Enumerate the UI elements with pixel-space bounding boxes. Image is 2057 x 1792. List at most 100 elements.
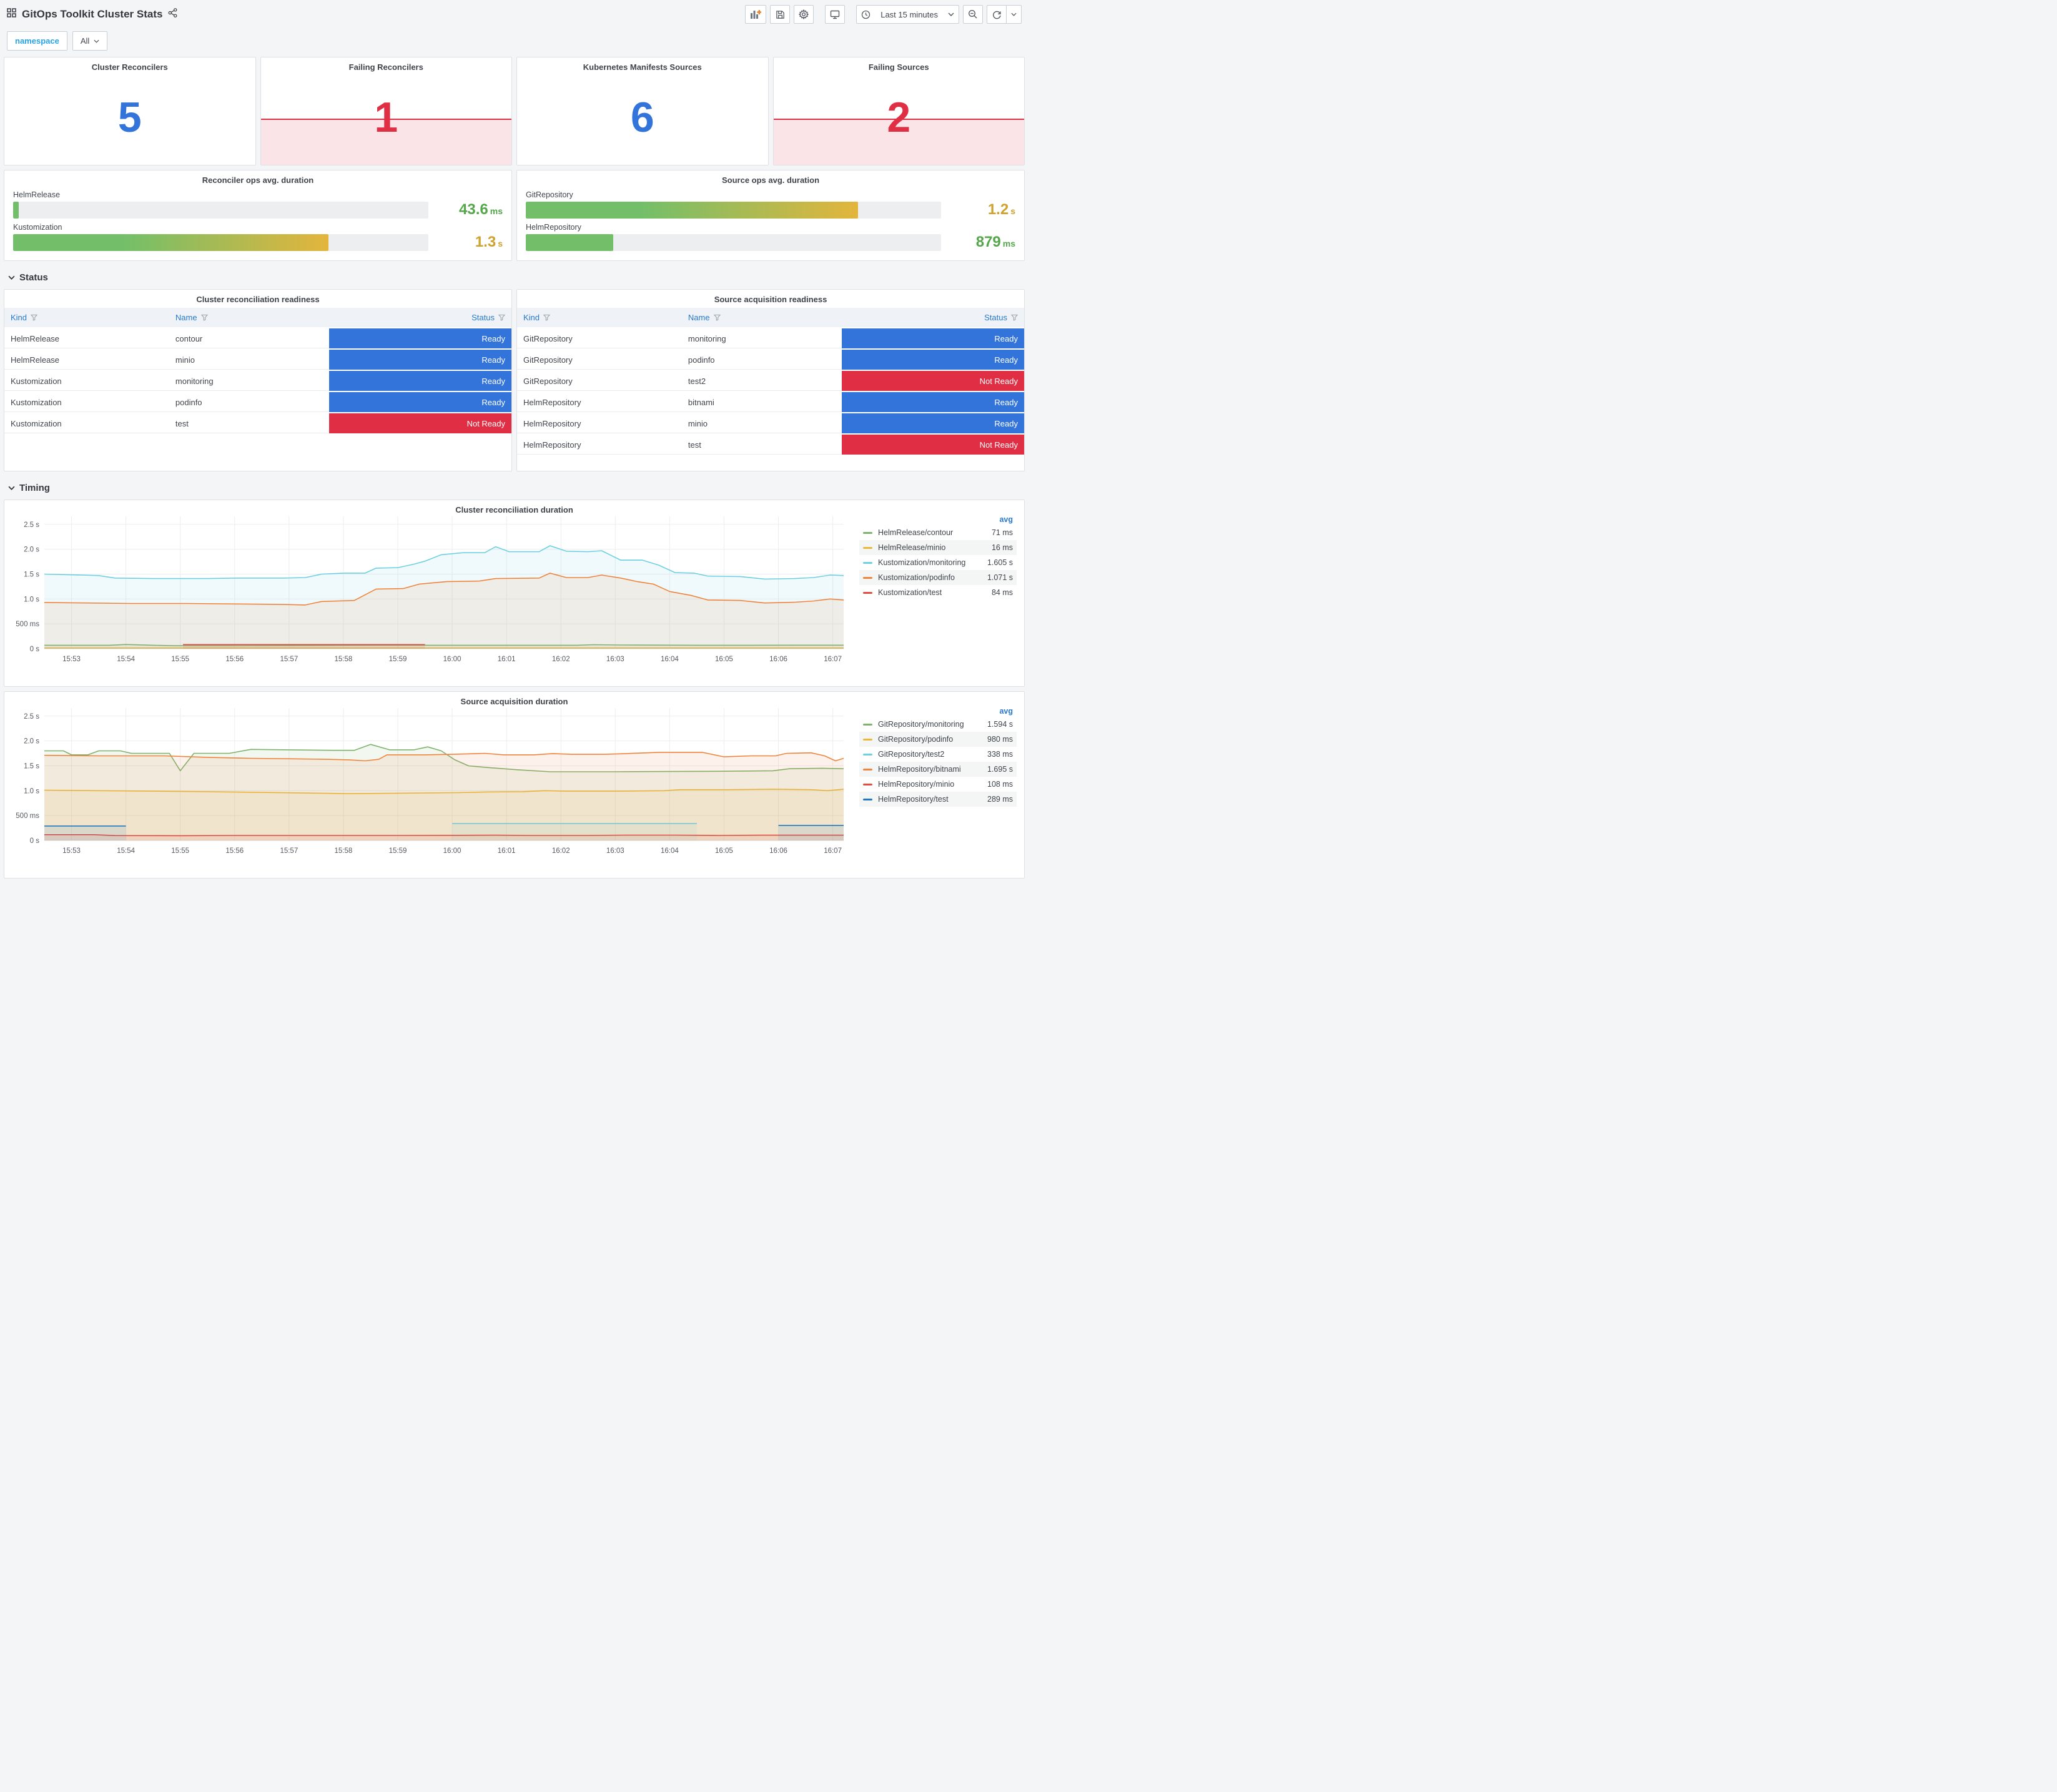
svg-text:16:03: 16:03	[606, 847, 624, 855]
time-range-picker[interactable]: Last 15 minutes	[856, 5, 959, 24]
status-badge: Not Ready	[841, 434, 1024, 456]
svg-text:1.0 s: 1.0 s	[24, 596, 39, 603]
stat-alert-area	[260, 119, 511, 165]
legend-item[interactable]: Kustomization/monitoring 1.605 s	[859, 555, 1017, 570]
svg-text:16:07: 16:07	[824, 847, 842, 855]
save-dashboard-button[interactable]	[770, 5, 791, 24]
svg-text:15:54: 15:54	[117, 656, 135, 663]
legend-item[interactable]: HelmRepository/bitnami 1.695 s	[859, 762, 1017, 777]
gauge-value: 879 ms	[950, 234, 1015, 251]
legend-series-name: HelmRepository/minio	[878, 780, 955, 789]
filter-funnel-icon	[498, 314, 505, 321]
legend-series-name: GitRepository/podinfo	[878, 735, 954, 744]
legend-item[interactable]: GitRepository/podinfo 980 ms	[859, 732, 1017, 747]
column-header-status[interactable]: Status	[471, 313, 505, 322]
svg-text:0 s: 0 s	[30, 646, 40, 653]
chart-plot: 15:53 15:54 15:55 15:56 15:57 15:58 15:59 16:00…	[8, 516, 852, 673]
column-header-name[interactable]: Name	[688, 313, 721, 322]
legend-item[interactable]: HelmRelease/contour 71 ms	[859, 525, 1017, 540]
stat-panel-title: Failing Sources	[868, 62, 929, 72]
legend-item[interactable]: HelmRepository/test 289 ms	[859, 792, 1017, 807]
stat-alert-area	[773, 119, 1024, 165]
svg-text:2.0 s: 2.0 s	[24, 546, 39, 554]
legend-item[interactable]: GitRepository/monitoring 1.594 s	[859, 717, 1017, 732]
gauge-label: Kustomization	[13, 223, 62, 232]
column-header-label: Status	[471, 313, 495, 322]
top-bar: GitOps Toolkit Cluster Stats	[3, 0, 1025, 29]
svg-text:2.0 s: 2.0 s	[24, 738, 39, 746]
gauge-track	[526, 234, 941, 251]
svg-text:15:57: 15:57	[280, 847, 298, 855]
legend-series-avg: 71 ms	[991, 528, 1013, 537]
chevron-down-icon	[948, 12, 954, 16]
column-header-name[interactable]: Name	[175, 313, 208, 322]
readiness-table: Kind Name Status GitRepository monitoring Rea…	[517, 308, 1024, 456]
legend-series-swatch	[863, 768, 872, 770]
column-header-status[interactable]: Status	[984, 313, 1018, 322]
gauge-track	[13, 201, 428, 219]
legend-avg-header[interactable]: avg	[999, 515, 1013, 524]
name-cell: test2	[681, 370, 842, 392]
legend-item[interactable]: GitRepository/test2 338 ms	[859, 747, 1017, 762]
status-badge: Ready	[328, 328, 511, 350]
legend-item[interactable]: Kustomization/podinfo 1.071 s	[859, 570, 1017, 585]
column-header-kind[interactable]: Kind	[523, 313, 551, 322]
page-title: GitOps Toolkit Cluster Stats	[22, 8, 163, 20]
namespace-variable-select[interactable]: All	[72, 31, 108, 51]
legend-series-swatch	[863, 753, 872, 756]
svg-text:15:55: 15:55	[171, 656, 189, 663]
legend-series-swatch	[863, 798, 872, 800]
svg-text:16:01: 16:01	[498, 656, 516, 663]
stat-panels-row: Cluster Reconcilers 5 Failing Reconcilers 1…	[4, 57, 1025, 165]
add-panel-button[interactable]	[745, 5, 767, 24]
table-panel-2: Source acquisition readiness Kind Name Stat…	[516, 289, 1025, 471]
gauge-label: HelmRepository	[526, 223, 581, 232]
legend-avg-header[interactable]: avg	[999, 707, 1013, 716]
svg-text:2.5 s: 2.5 s	[24, 521, 39, 529]
dashboard-settings-button[interactable]	[794, 5, 814, 24]
svg-text:16:04: 16:04	[661, 656, 679, 663]
legend-series-name: HelmRelease/minio	[878, 543, 946, 552]
section-status-title: Status	[19, 272, 48, 283]
stat-panel-title: Failing Reconcilers	[348, 62, 423, 72]
kind-cell: Kustomization	[4, 370, 169, 392]
table-panel-title: Cluster reconciliation readiness	[196, 295, 320, 304]
chart-panel-title: Cluster reconciliation duration	[455, 505, 573, 514]
name-cell: bitnami	[681, 391, 842, 413]
name-cell: minio	[169, 349, 329, 371]
legend-series-swatch	[863, 561, 872, 564]
share-icon[interactable]	[168, 8, 177, 21]
svg-text:15:54: 15:54	[117, 847, 135, 855]
svg-text:1.5 s: 1.5 s	[24, 762, 39, 770]
kind-cell: GitRepository	[517, 349, 682, 371]
legend-series-name: HelmRepository/bitnami	[878, 765, 961, 774]
table-row: HelmRelease minio Ready	[4, 349, 511, 371]
section-timing[interactable]: Timing	[3, 476, 1025, 500]
svg-text:16:03: 16:03	[606, 656, 624, 663]
filter-funnel-icon	[31, 314, 38, 321]
cycle-view-button[interactable]	[825, 5, 846, 24]
zoom-out-button[interactable]	[963, 5, 983, 24]
legend-item[interactable]: Kustomization/test 84 ms	[859, 585, 1017, 600]
table-row: HelmRelease contour Ready	[4, 328, 511, 350]
svg-text:16:05: 16:05	[715, 656, 733, 663]
gauge-panel-title: Source ops avg. duration	[721, 175, 820, 185]
legend-series-swatch	[863, 576, 872, 579]
refresh-button[interactable]	[987, 5, 1007, 24]
legend-item[interactable]: HelmRepository/minio 108 ms	[859, 777, 1017, 792]
column-header-kind[interactable]: Kind	[11, 313, 38, 322]
filter-funnel-icon	[1011, 314, 1018, 321]
svg-text:16:07: 16:07	[824, 656, 842, 663]
legend-item[interactable]: HelmRelease/minio 16 ms	[859, 540, 1017, 555]
legend-series-name: GitRepository/test2	[878, 750, 945, 759]
svg-text:500 ms: 500 ms	[16, 812, 39, 820]
gauge-value-number: 1.3	[475, 234, 496, 250]
svg-text:15:57: 15:57	[280, 656, 298, 663]
status-badge: Ready	[841, 391, 1024, 413]
gauge-label: GitRepository	[526, 190, 573, 199]
name-cell: contour	[169, 328, 329, 350]
name-cell: test	[681, 434, 842, 456]
table-row: HelmRepository test Not Ready	[517, 434, 1024, 456]
refresh-interval-dropdown[interactable]	[1007, 5, 1022, 24]
section-status[interactable]: Status	[3, 265, 1025, 289]
